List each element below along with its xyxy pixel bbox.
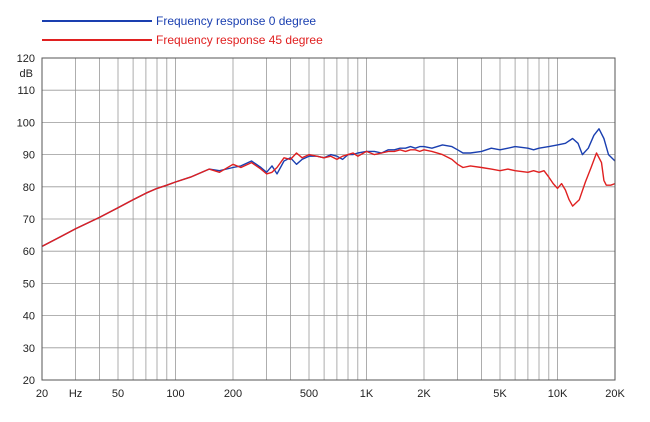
- x-tick-label: 100: [166, 388, 184, 400]
- y-tick-label: 90: [23, 150, 35, 162]
- y-tick-label: 40: [23, 311, 35, 323]
- y-tick-label: 50: [23, 278, 35, 290]
- x-tick-label: 10K: [548, 388, 568, 400]
- x-tick-label: 20K: [605, 388, 625, 400]
- legend-label-45-degree: Frequency response 45 degree: [156, 33, 323, 47]
- y-tick-label: 20: [23, 375, 35, 387]
- y-tick-label: 100: [17, 117, 35, 129]
- x-tick-label: 1K: [360, 388, 374, 400]
- y-tick-label: 80: [23, 182, 35, 194]
- x-tick-label: 20: [36, 388, 48, 400]
- x-tick-label: 5K: [493, 388, 507, 400]
- y-tick-label: 120: [17, 53, 35, 65]
- x-tick-label: 200: [224, 388, 242, 400]
- series-line-45-degree: [41, 149, 616, 248]
- y-tick-label: 30: [23, 343, 35, 355]
- series-line-0-degree: [41, 128, 616, 248]
- y-tick-label: 60: [23, 246, 35, 258]
- legend-label-0-degree: Frequency response 0 degree: [156, 14, 316, 28]
- x-tick-label: Hz: [69, 388, 82, 400]
- x-axis-ticks: 20 Hz 50 100 200 500 1K 2K 5K 10K 20K: [36, 388, 626, 400]
- x-tick-label: 2K: [417, 388, 431, 400]
- y-tick-label: 110: [17, 85, 35, 97]
- legend: Frequency response 0 degree Frequency re…: [42, 14, 323, 47]
- x-tick-label: 500: [300, 388, 318, 400]
- y-axis-label: dB: [20, 68, 33, 80]
- y-axis-ticks: 20 30 40 50 60 70 80 90 100 110 120: [17, 53, 35, 387]
- y-tick-label: 70: [23, 214, 35, 226]
- x-tick-label: 50: [112, 388, 124, 400]
- grid: [41, 57, 616, 381]
- curves: [41, 128, 616, 248]
- plot-frame: [41, 57, 616, 381]
